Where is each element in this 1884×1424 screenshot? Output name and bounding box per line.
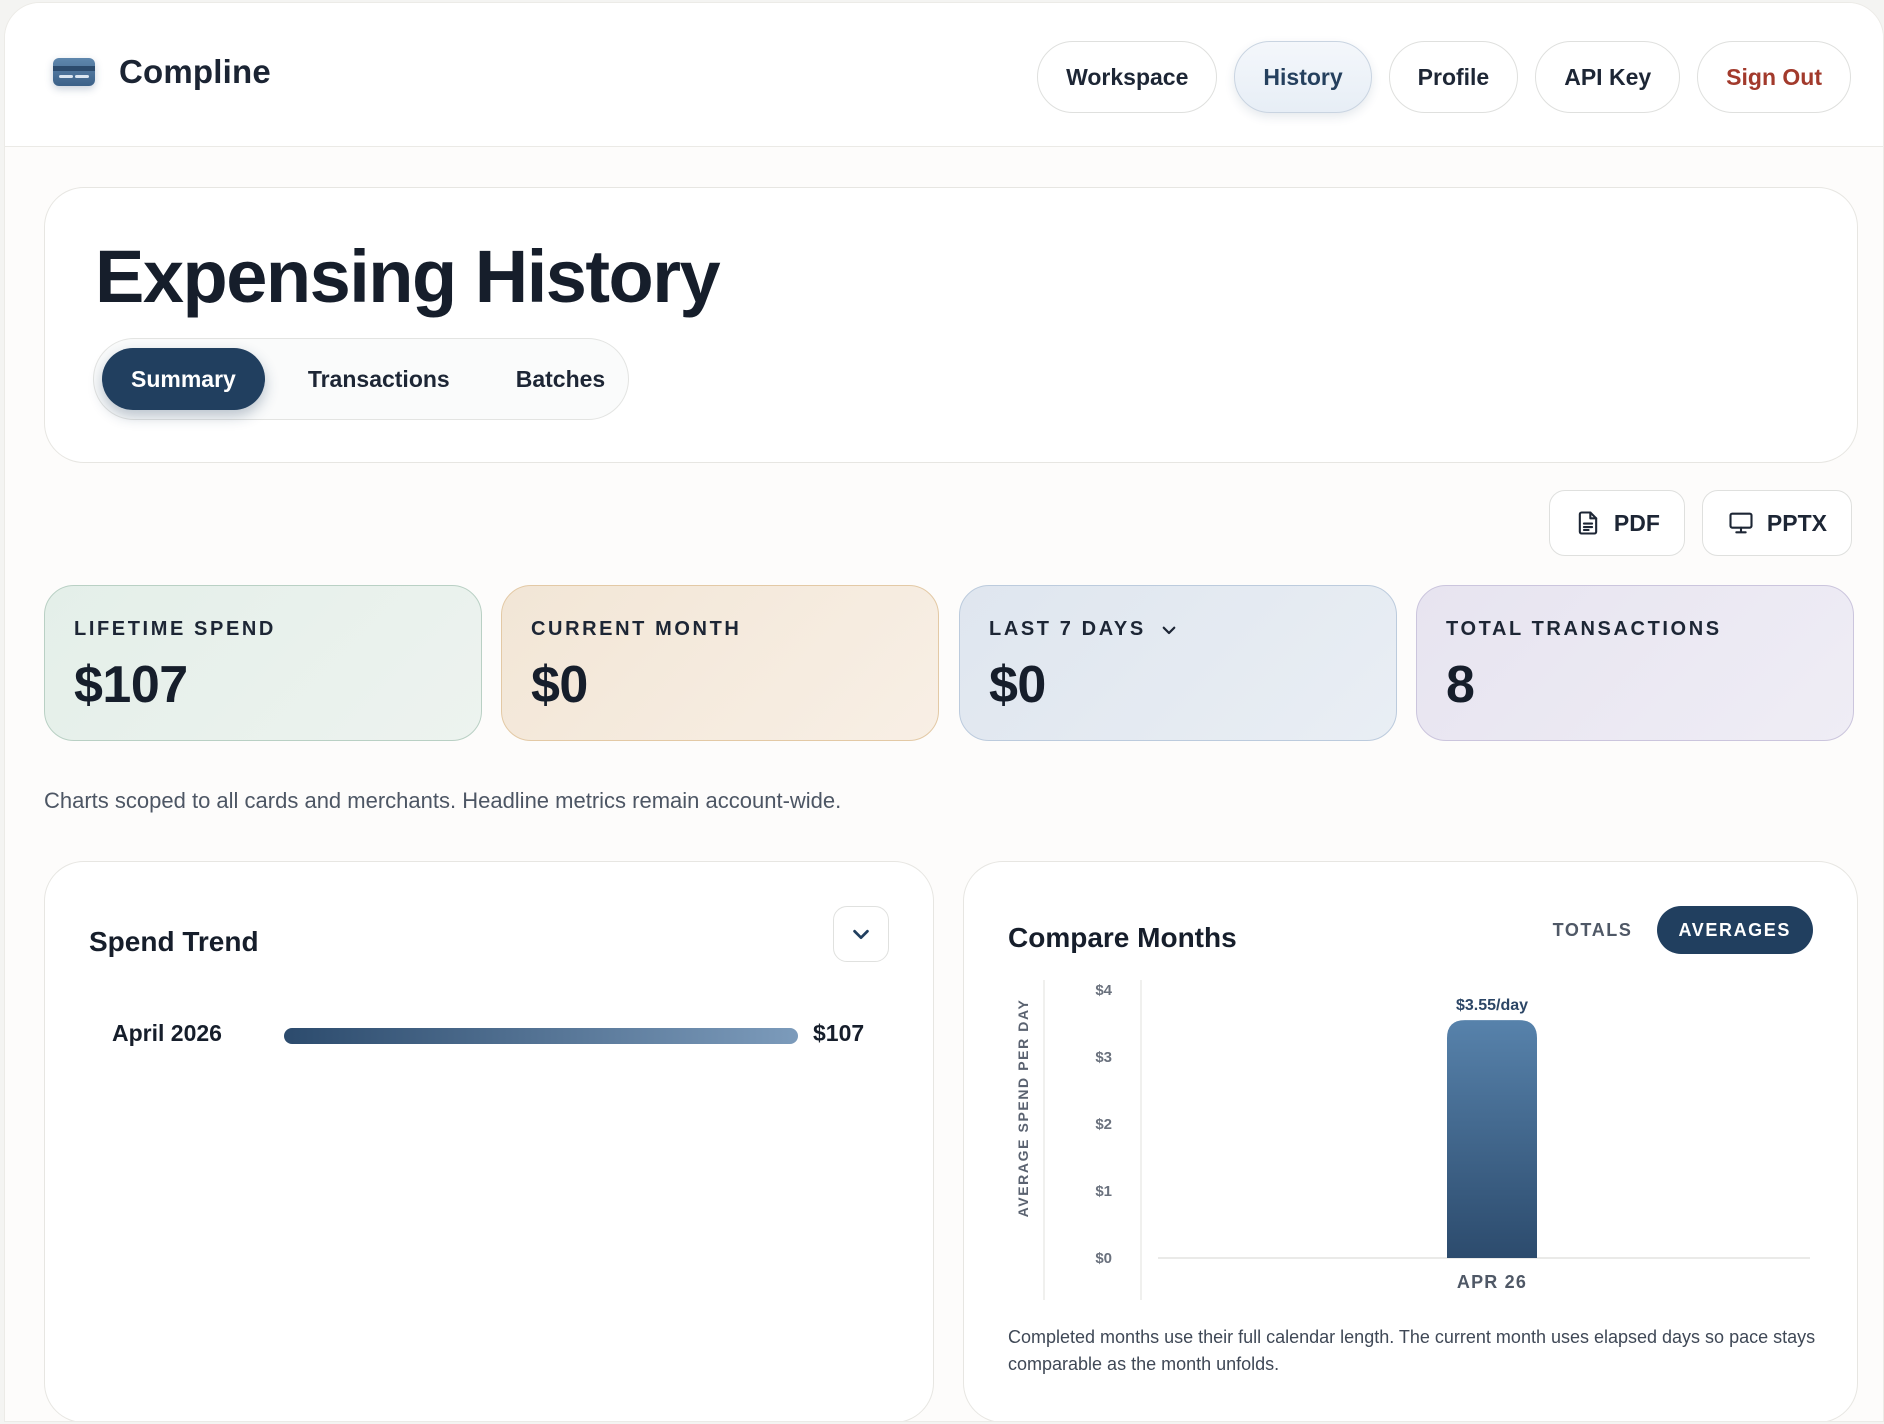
y-axis-label: AVERAGE SPEND PER DAY [1015,999,1031,1218]
y-tick-label: $4 [1095,982,1112,999]
export-pdf-button[interactable]: PDF [1548,490,1685,556]
x-tick-label: APR 26 [1457,1272,1527,1292]
export-pptx-button[interactable]: PPTX [1701,490,1852,556]
page-title: Expensing History [95,235,721,318]
metric-current-month: CURRENT MONTH $0 [501,585,939,741]
metric-label: LAST 7 DAYS [989,618,1146,640]
y-tick-label: $2 [1095,1116,1112,1133]
export-pdf-label: PDF [1613,509,1660,536]
app-window: Compline Workspace History Profile API K… [4,2,1884,1422]
main-nav: Workspace History Profile API Key Sign O… [1037,41,1851,113]
toggle-averages[interactable]: AVERAGES [1656,906,1813,954]
chevron-down-icon [853,929,869,940]
brand-name: Compline [119,53,271,90]
metric-value: $0 [989,656,1046,714]
compare-months-footnote: Completed months use their full calendar… [1008,1327,1816,1374]
monitor-icon [1729,512,1753,534]
toggle-totals[interactable]: TOTALS [1552,919,1633,940]
metric-value: 8 [1446,656,1475,714]
spend-trend-title: Spend Trend [89,926,259,957]
trend-bar-track [284,1028,798,1044]
y-tick-label: $0 [1095,1250,1112,1267]
scope-note: Charts scoped to all cards and merchants… [44,788,842,813]
brand[interactable]: Compline [53,53,271,91]
bar-data-label: $3.55/day [1456,997,1528,1014]
credit-card-icon [53,58,95,86]
spend-trend-panel: Spend Trend April 2026 $107 [44,861,934,1421]
spend-trend-dropdown-button[interactable] [833,906,889,962]
page-header-card: Expensing History Summary Transactions B… [44,187,1858,463]
tab-transactions[interactable]: Transactions [307,365,450,392]
y-tick-label: $1 [1095,1183,1112,1200]
metric-lifetime-spend: LIFETIME SPEND $107 [44,585,482,741]
top-bar: Compline Workspace History Profile API K… [5,3,1883,147]
nav-api-key-button[interactable]: API Key [1535,41,1681,113]
view-tabs: Summary Transactions Batches [93,338,629,420]
nav-history-button[interactable]: History [1234,41,1372,113]
trend-row: April 2026 $107 [112,1016,902,1052]
y-tick-label: $3 [1095,1049,1112,1066]
metric-label: LIFETIME SPEND [74,618,276,640]
period-dropdown[interactable]: LAST 7 DAYS [989,618,1396,641]
metric-last-7-days: LAST 7 DAYS $0 [959,585,1397,741]
trend-row-label: April 2026 [112,1020,222,1046]
tab-batches[interactable]: Batches [515,365,606,392]
metric-value: $107 [74,656,188,714]
compare-months-title: Compare Months [1008,922,1237,953]
chevron-down-icon [1162,626,1176,634]
export-actions: PDF PPTX [1548,490,1852,556]
compare-months-panel: Compare Months TOTALS AVERAGES AVERAGE S… [963,861,1858,1421]
nav-workspace-button[interactable]: Workspace [1037,41,1218,113]
tab-summary[interactable]: Summary [102,348,265,410]
metric-label: CURRENT MONTH [531,618,742,640]
totals-averages-toggle: TOTALS AVERAGES [1553,906,1813,954]
nav-profile-button[interactable]: Profile [1388,41,1519,113]
metric-total-transactions: TOTAL TRANSACTIONS 8 [1416,585,1854,741]
bar-apr-26[interactable] [1447,1020,1537,1258]
sign-out-button[interactable]: Sign Out [1697,41,1851,113]
trend-row-value: $107 [813,1020,865,1046]
metric-label: TOTAL TRANSACTIONS [1446,618,1722,640]
trend-bar-fill [284,1028,798,1044]
document-icon [1578,511,1598,535]
compare-months-chart: AVERAGE SPEND PER DAY $0 $1 $2 $3 $4 $3.55/d… [1015,980,1810,1300]
export-pptx-label: PPTX [1766,509,1827,536]
metric-value: $0 [531,656,588,714]
